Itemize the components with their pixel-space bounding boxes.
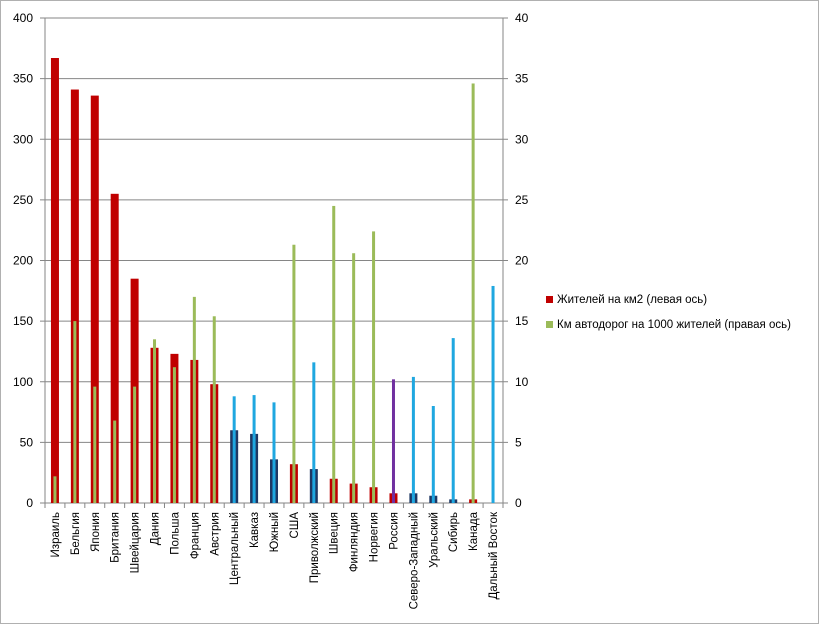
left-tick-label: 50 — [20, 435, 34, 449]
category-label: Приволжский — [309, 512, 321, 583]
category-label: Кавказ — [249, 512, 261, 548]
bar-roads — [113, 420, 117, 503]
bar-roads — [352, 253, 356, 503]
bar-roads — [431, 406, 435, 503]
legend-label: Км автодорог на 1000 жителей (правая ось… — [557, 319, 791, 331]
category-label: Британия — [110, 512, 122, 563]
bar-roads — [212, 316, 216, 503]
series-road-km — [53, 83, 495, 504]
gridlines — [45, 17, 503, 443]
bar-roads — [232, 396, 236, 503]
right-tick-label: 0 — [515, 496, 522, 510]
right-tick-label: 40 — [515, 11, 529, 25]
category-label: Южный — [269, 512, 281, 552]
right-tick-label: 20 — [515, 254, 529, 268]
bar-roads — [153, 339, 157, 503]
bar-density — [50, 58, 59, 503]
bar-roads — [332, 205, 336, 503]
bar-roads — [411, 376, 415, 503]
category-label: Австрия — [209, 512, 221, 556]
category-label: Бельгия — [70, 512, 82, 555]
category-label: Япония — [90, 512, 102, 552]
bar-roads — [133, 386, 137, 503]
bar-roads — [93, 386, 97, 503]
bar-density — [110, 193, 119, 503]
left-tick-label: 300 — [13, 132, 33, 146]
bar-roads — [73, 321, 77, 503]
category-labels: Израиль Бельгия Япония Британия Швейцария Дан… — [50, 511, 500, 609]
left-tick-label: 200 — [13, 254, 33, 268]
category-label: США — [289, 512, 301, 539]
legend-label: Жителей на км2 (левая ось) — [557, 294, 707, 306]
bar-roads — [192, 296, 196, 503]
category-label: Франция — [189, 512, 201, 559]
category-label: Польша — [169, 511, 181, 554]
bar-roads — [491, 285, 495, 503]
left-tick-label: 400 — [13, 11, 33, 25]
category-label: Центральный — [229, 512, 241, 585]
category-label: Израиль — [50, 512, 62, 557]
right-tick-label: 25 — [515, 193, 529, 207]
legend-swatch — [546, 321, 553, 328]
category-label: Дания — [150, 512, 162, 545]
right-tick-label: 35 — [515, 72, 529, 86]
category-label: Сибирь — [448, 512, 460, 552]
bar-roads — [471, 83, 475, 503]
bar-roads — [372, 231, 376, 503]
bar-roads — [451, 338, 455, 503]
left-tick-label: 0 — [26, 496, 33, 510]
left-tick-label: 100 — [13, 375, 33, 389]
bar-roads — [252, 395, 256, 503]
category-label: Швеция — [329, 512, 341, 554]
bar-roads — [53, 476, 57, 503]
right-axis-ticks: 0 5 10 15 20 25 30 35 40 — [515, 11, 529, 510]
category-label: Уральский — [428, 512, 440, 568]
category-label: Дальный Восток — [488, 511, 500, 599]
right-tick-label: 30 — [515, 132, 529, 146]
category-label: Швейцария — [130, 512, 142, 573]
legend-swatch — [546, 296, 553, 303]
left-tick-label: 150 — [13, 314, 33, 328]
legend: Жителей на км2 (левая ось) Км автодорог н… — [546, 294, 791, 331]
left-axis-ticks: 0 50 100 150 200 250 300 350 400 — [13, 11, 33, 510]
bar-roads — [292, 244, 296, 504]
right-tick-label: 10 — [515, 375, 529, 389]
category-label: Россия — [388, 512, 400, 550]
bar-roads — [312, 362, 316, 503]
bar-roads — [272, 402, 276, 503]
category-label: Норвегия — [369, 512, 381, 562]
bar-density — [70, 89, 79, 503]
left-tick-label: 250 — [13, 193, 33, 207]
left-tick-label: 350 — [13, 72, 33, 86]
right-tick-label: 5 — [515, 435, 522, 449]
right-tick-label: 15 — [515, 314, 529, 328]
category-label: Финляндия — [349, 512, 361, 572]
bar-roads — [391, 379, 395, 503]
bar-density — [90, 95, 99, 503]
bar-roads — [172, 367, 176, 503]
category-label: Северо-Западный — [408, 512, 420, 609]
category-label: Канада — [468, 511, 480, 551]
